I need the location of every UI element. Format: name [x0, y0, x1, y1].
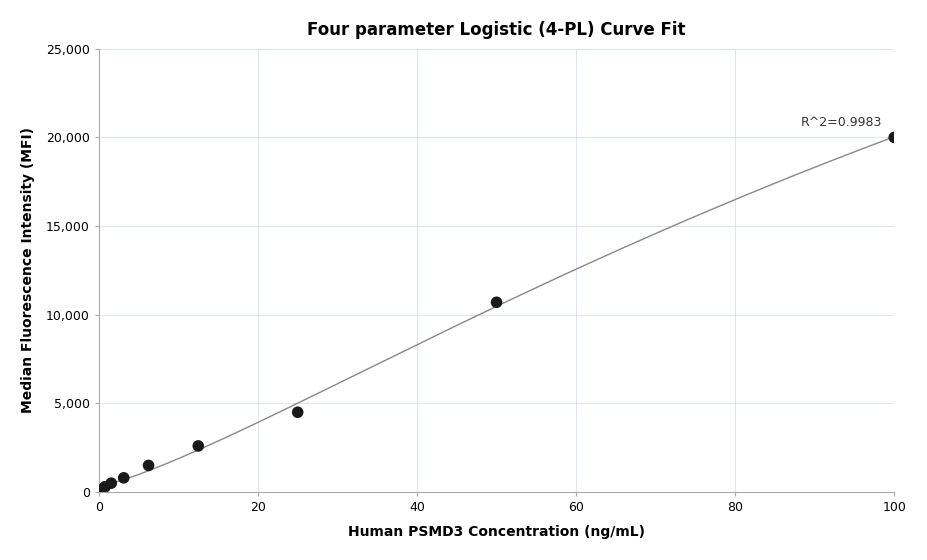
Title: Four parameter Logistic (4-PL) Curve Fit: Four parameter Logistic (4-PL) Curve Fit [307, 21, 686, 39]
X-axis label: Human PSMD3 Concentration (ng/mL): Human PSMD3 Concentration (ng/mL) [348, 525, 645, 539]
Point [116, 473, 131, 482]
Point [489, 298, 504, 307]
Point [104, 479, 119, 488]
Point [97, 482, 112, 491]
Point [141, 461, 156, 470]
Text: R^2=0.9983: R^2=0.9983 [801, 115, 883, 128]
Point [95, 485, 109, 494]
Point [290, 408, 305, 417]
Y-axis label: Median Fluorescence Intensity (MFI): Median Fluorescence Intensity (MFI) [20, 127, 35, 413]
Point [887, 133, 902, 142]
Point [191, 441, 206, 450]
